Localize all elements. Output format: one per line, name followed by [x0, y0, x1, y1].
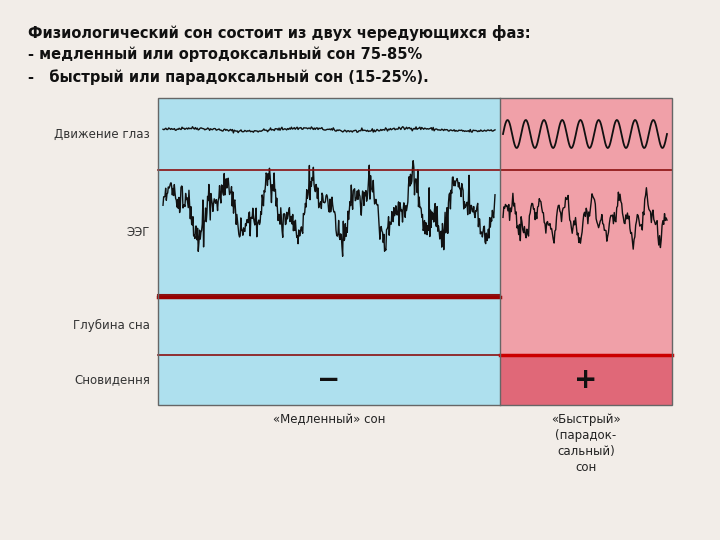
Text: Физиологический сон состоит из двух чередующихся фаз:: Физиологический сон состоит из двух чере…: [28, 25, 531, 41]
Text: +: +: [575, 366, 598, 394]
Text: Глубина сна: Глубина сна: [73, 319, 150, 332]
Text: Сновидення: Сновидення: [74, 374, 150, 387]
Bar: [500, 355, 672, 405]
Text: Движение глаз: Движение глаз: [54, 127, 150, 140]
Text: - медленный или ортодоксальный сон 75-85%: - медленный или ортодоксальный сон 75-85…: [28, 47, 422, 63]
Text: «Быстрый»
(парадок-
сальный)
сон: «Быстрый» (парадок- сальный) сон: [551, 413, 621, 474]
Text: ЭЭГ: ЭЭГ: [127, 226, 150, 239]
Bar: [500, 98, 672, 405]
Text: -   быстрый или парадоксальный сон (15-25%).: - быстрый или парадоксальный сон (15-25%…: [28, 69, 428, 85]
Text: «Медленный» сон: «Медленный» сон: [273, 413, 385, 426]
Bar: [158, 98, 672, 405]
Bar: [158, 98, 500, 405]
Text: −: −: [318, 366, 341, 394]
